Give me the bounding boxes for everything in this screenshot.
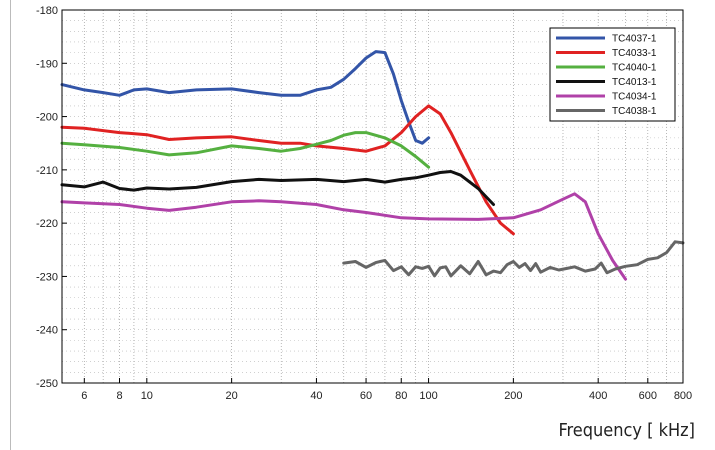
legend-label-TC4033-1: TC4033-1 — [612, 48, 657, 59]
left-margin-rule — [10, 0, 11, 450]
legend: TC4037-1 TC4033-1 TC4040-1 TC4013-1 TC4034-1… — [549, 27, 676, 122]
series-line-TC4040-1 — [60, 131, 431, 169]
y-tick-label: -230 — [36, 271, 58, 283]
y-tick-label: -200 — [36, 112, 58, 124]
series-lines — [60, 50, 685, 281]
legend-box — [549, 27, 676, 122]
y-tick-label: -180 — [36, 5, 58, 17]
x-tick-label: 10 — [141, 390, 153, 402]
x-tick-label: 8 — [116, 390, 122, 402]
x-tick-label: 400 — [589, 390, 607, 402]
series-line-TC4033-1 — [60, 104, 515, 236]
legend-label-TC4038-1: TC4038-1 — [612, 106, 657, 117]
legend-label-TC4013-1: TC4013-1 — [612, 77, 657, 88]
y-tick-label: -240 — [36, 325, 58, 337]
legend-label-TC4040-1: TC4040-1 — [612, 63, 657, 74]
x-tick-label: 6 — [81, 390, 87, 402]
x-tick-label: 800 — [674, 390, 692, 402]
y-tick-label: -250 — [36, 378, 58, 390]
x-tick-label: 60 — [360, 390, 372, 402]
series-line-TC4037-1 — [60, 50, 431, 145]
x-tick-label: 80 — [395, 390, 407, 402]
grid — [61, 9, 684, 384]
plot-frame — [61, 9, 684, 384]
x-axis-ticks: 6 8 10 20 40 60 80 100 200 400 600 800 — [81, 378, 692, 402]
x-tick-label: 100 — [419, 390, 437, 402]
series-line-TC4013-1 — [60, 170, 495, 206]
x-axis-label: Frequency [ kHz] — [558, 420, 695, 441]
x-tick-label: 200 — [504, 390, 522, 402]
series-line-TC4034-1 — [60, 192, 627, 281]
y-tick-label: -210 — [36, 165, 58, 177]
x-tick-label: 600 — [639, 390, 657, 402]
x-tick-label: 40 — [310, 390, 322, 402]
y-tick-label: -220 — [36, 218, 58, 230]
y-axis-ticks: -180 -190 -200 -210 -220 -230 -240 -250 — [36, 5, 67, 390]
legend-label-TC4037-1: TC4037-1 — [612, 34, 657, 45]
x-tick-label: 20 — [226, 390, 238, 402]
y-tick-label: -190 — [36, 58, 58, 70]
legend-label-TC4034-1: TC4034-1 — [612, 92, 657, 103]
series-line-TC4038-1 — [342, 240, 685, 278]
